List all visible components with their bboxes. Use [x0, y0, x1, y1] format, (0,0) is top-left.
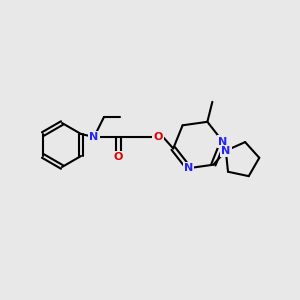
Text: O: O — [113, 152, 123, 162]
Text: O: O — [153, 132, 163, 142]
Text: N: N — [218, 136, 227, 146]
Text: N: N — [221, 146, 230, 156]
Text: N: N — [184, 163, 193, 173]
Text: N: N — [89, 132, 99, 142]
